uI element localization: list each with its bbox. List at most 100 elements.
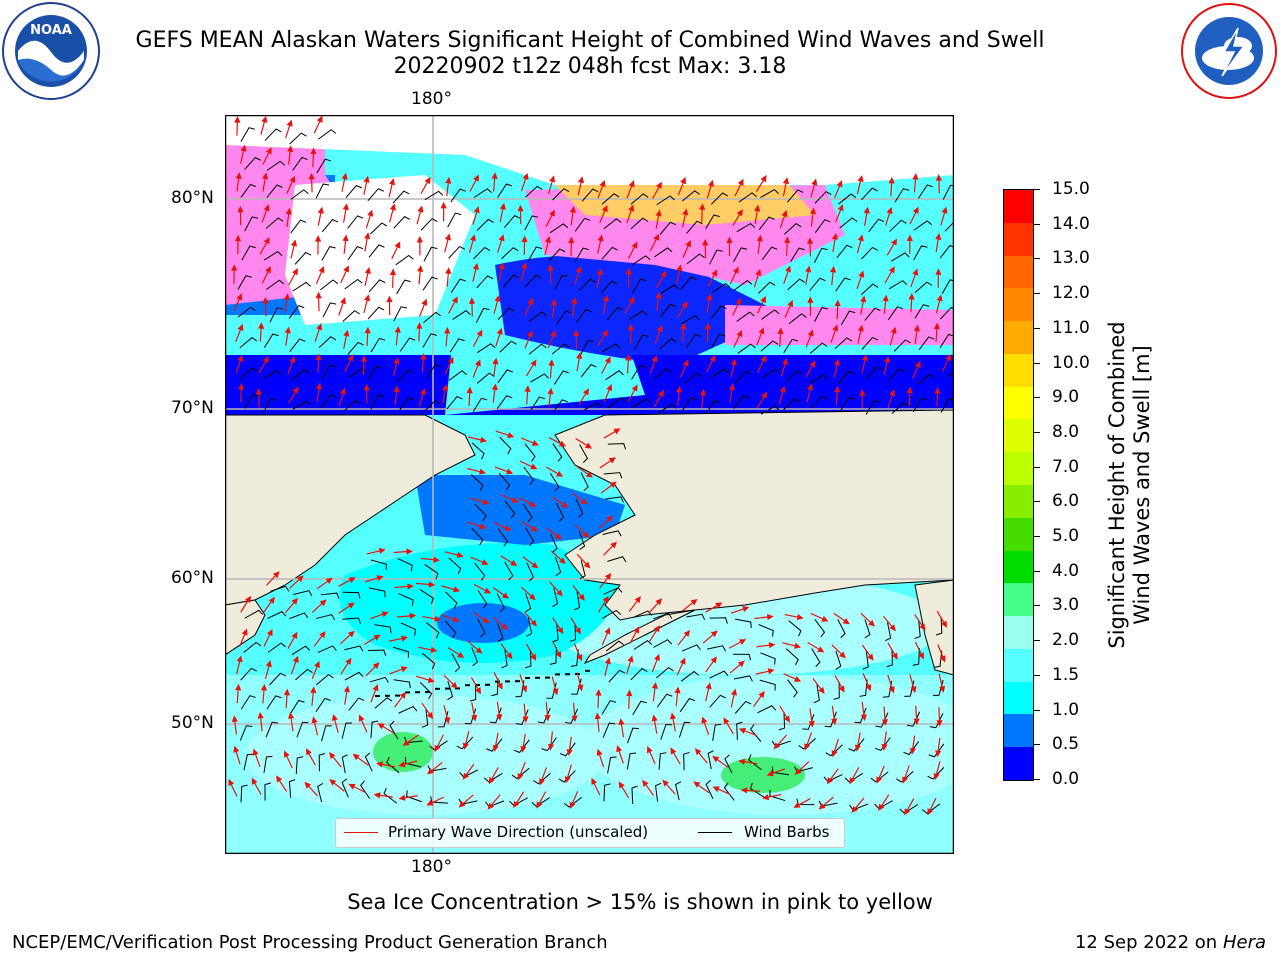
wave-direction-arrowhead xyxy=(782,177,790,185)
wave-direction-arrowhead xyxy=(262,296,269,304)
wind-barb xyxy=(392,190,410,204)
wind-barb xyxy=(496,395,513,409)
wind-barb xyxy=(914,304,930,319)
wind-barb xyxy=(240,667,257,681)
wind-barb xyxy=(270,585,290,592)
map-frame xyxy=(224,114,955,855)
wind-barb xyxy=(712,723,722,741)
wave-direction-arrowhead xyxy=(711,269,718,277)
wind-barb xyxy=(632,278,647,294)
colorbar-tick-mark xyxy=(1033,223,1040,225)
wave-direction-arrowhead xyxy=(453,586,461,593)
wind-barb xyxy=(320,394,337,409)
wind-barb xyxy=(341,778,349,798)
wind-barb xyxy=(684,372,703,384)
wind-barb xyxy=(240,784,248,803)
wave-direction-arrowhead xyxy=(634,596,641,604)
wave-direction-arrowhead xyxy=(851,805,859,813)
wave-direction-arrowhead xyxy=(568,236,575,244)
wave-direction-arrowhead xyxy=(315,382,323,390)
wave-direction-arrowhead xyxy=(417,265,424,272)
wave-direction-arrowhead xyxy=(482,617,490,624)
wave-direction-arrowhead xyxy=(426,711,434,720)
wave-direction-arrowhead xyxy=(547,743,555,751)
wind-barb xyxy=(601,246,618,260)
wave-direction-arrowhead xyxy=(685,240,691,248)
wave-direction-arrowhead xyxy=(231,264,238,271)
wave-direction-arrowhead xyxy=(793,801,801,808)
wave-direction-arrowhead xyxy=(364,294,371,302)
wind-barb xyxy=(263,755,273,773)
wave-direction-arrowhead xyxy=(452,616,460,623)
wind-barb xyxy=(685,333,702,349)
wind-barb xyxy=(929,713,944,729)
wind-barb xyxy=(784,370,803,383)
wind-barb xyxy=(861,246,879,260)
wave-direction-arrowhead xyxy=(308,172,315,180)
wave-direction-arrowhead xyxy=(941,620,948,628)
wave-direction-arrowhead xyxy=(233,745,240,753)
wave-direction-arrowhead xyxy=(558,557,566,565)
wind-barb xyxy=(854,707,867,724)
sea-ice-note: Sea Ice Concentration > 15% is shown in … xyxy=(347,890,933,914)
wind-barb xyxy=(426,622,440,639)
wind-barb xyxy=(579,560,586,580)
wave-direction-arrowhead xyxy=(310,686,317,694)
wind-barb xyxy=(240,695,256,710)
wave-direction-arrowhead xyxy=(451,296,458,304)
wave-direction-arrowhead xyxy=(528,593,536,601)
wave-direction-arrowhead xyxy=(912,173,919,180)
wind-barb xyxy=(263,333,279,348)
colorbar-tick-mark xyxy=(1033,397,1040,399)
wave-direction-arrowhead xyxy=(604,627,611,635)
colorbar-segment xyxy=(1004,517,1033,552)
wind-barb xyxy=(288,779,296,798)
wave-direction-arrowhead xyxy=(699,388,707,396)
wave-direction-arrowhead xyxy=(656,325,663,333)
wave-direction-arrowhead xyxy=(501,623,508,631)
wind-barb xyxy=(914,620,921,640)
wind-barb xyxy=(527,246,543,262)
wind-barb xyxy=(814,307,828,322)
wind-barb xyxy=(422,276,438,291)
wind-barb xyxy=(321,246,336,261)
wave-direction-arrowhead xyxy=(462,742,469,750)
wave-direction-arrowhead xyxy=(292,655,299,663)
wave-direction-arrowhead xyxy=(569,801,576,809)
wind-barb xyxy=(935,617,943,636)
aleutian-island xyxy=(395,694,400,697)
wind-barb xyxy=(906,711,921,727)
wind-barb xyxy=(653,368,672,380)
wind-barb xyxy=(686,253,705,265)
wave-direction-arrowhead xyxy=(236,655,243,663)
wind-barb xyxy=(240,127,255,142)
wave-direction-arrowhead xyxy=(314,235,322,242)
wave-direction-arrowhead xyxy=(504,525,512,531)
wave-direction-arrowhead xyxy=(289,175,296,184)
wind-barb xyxy=(603,472,623,479)
lon-label-top: 180° xyxy=(411,89,452,109)
wave-direction-arrowhead xyxy=(531,561,539,569)
wave-direction-arrowhead xyxy=(582,531,590,539)
wave-direction-arrowhead xyxy=(576,654,583,662)
wave-direction-arrowhead xyxy=(262,172,269,180)
wind-barb xyxy=(524,274,542,288)
wave-direction-arrowhead xyxy=(409,612,417,620)
wind-barb xyxy=(581,188,599,202)
wind-barb xyxy=(553,370,569,385)
wave-direction-arrowhead xyxy=(475,647,483,654)
wind-barb xyxy=(631,365,646,380)
wind-barb xyxy=(423,311,442,324)
wave-direction-arrowhead xyxy=(252,748,259,756)
wind-barb xyxy=(522,503,533,523)
wind-barb xyxy=(734,370,752,384)
wind-barb xyxy=(321,725,332,742)
legend-wave-swatch xyxy=(344,832,378,833)
wind-barb xyxy=(552,443,563,462)
wave-direction-arrowhead xyxy=(913,324,920,332)
wind-barb xyxy=(549,647,557,665)
wave-direction-arrowhead xyxy=(289,356,296,364)
colorbar-tick-label: 14.0 xyxy=(1052,213,1090,234)
wave-direction-arrowhead xyxy=(807,296,814,303)
wind-barb xyxy=(456,736,474,750)
